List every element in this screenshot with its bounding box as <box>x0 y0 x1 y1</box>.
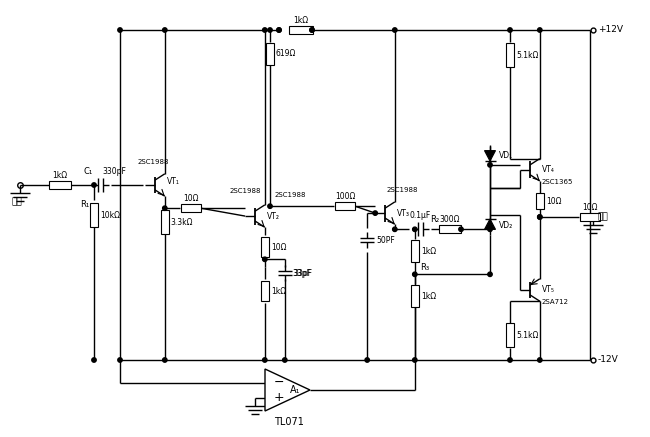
Circle shape <box>373 211 378 215</box>
Circle shape <box>413 358 417 362</box>
Text: 330pF: 330pF <box>102 167 126 176</box>
Circle shape <box>92 358 96 362</box>
Text: VD₁: VD₁ <box>499 150 513 160</box>
Polygon shape <box>484 151 495 161</box>
Polygon shape <box>265 369 310 411</box>
Circle shape <box>268 28 272 32</box>
Bar <box>181 204 201 212</box>
Circle shape <box>263 257 267 261</box>
Text: VT₁: VT₁ <box>167 177 179 187</box>
Circle shape <box>413 227 417 232</box>
Text: 10kΩ: 10kΩ <box>100 211 120 219</box>
Bar <box>90 203 98 227</box>
Circle shape <box>508 28 512 32</box>
Text: TL071: TL071 <box>274 417 304 427</box>
Circle shape <box>283 358 287 362</box>
Circle shape <box>263 358 267 362</box>
Bar <box>411 285 419 307</box>
Circle shape <box>488 163 492 167</box>
Circle shape <box>118 28 122 32</box>
Text: 619Ω: 619Ω <box>276 49 296 59</box>
Text: 输入: 输入 <box>12 197 22 206</box>
Circle shape <box>268 204 272 208</box>
Circle shape <box>538 215 542 219</box>
Text: 1kΩ: 1kΩ <box>271 287 286 296</box>
Text: C₁: C₁ <box>84 167 93 176</box>
Text: A₁: A₁ <box>290 385 300 395</box>
Text: 5.1kΩ: 5.1kΩ <box>516 51 538 59</box>
Circle shape <box>92 183 96 187</box>
Circle shape <box>277 28 281 32</box>
Circle shape <box>277 28 281 32</box>
Circle shape <box>162 206 167 210</box>
Text: VT₅: VT₅ <box>542 285 555 295</box>
Text: 2SC1988: 2SC1988 <box>275 192 307 198</box>
Text: 0.1μF: 0.1μF <box>410 212 430 220</box>
Text: 100Ω: 100Ω <box>335 192 355 201</box>
Text: VT₄: VT₄ <box>542 165 554 174</box>
Bar <box>506 43 514 67</box>
Polygon shape <box>484 219 495 229</box>
Circle shape <box>538 28 542 32</box>
Bar <box>335 202 355 210</box>
Text: +12V: +12V <box>598 25 623 35</box>
Bar <box>289 26 313 34</box>
Circle shape <box>488 227 492 232</box>
Bar <box>161 210 169 234</box>
Text: 输出: 输出 <box>598 212 609 222</box>
Text: R₃: R₃ <box>420 264 429 272</box>
Text: 2SC1365: 2SC1365 <box>542 179 573 185</box>
Circle shape <box>162 28 167 32</box>
Text: 1kΩ: 1kΩ <box>421 247 436 256</box>
Text: 5.1kΩ: 5.1kΩ <box>516 330 538 340</box>
Bar <box>49 181 71 189</box>
Circle shape <box>538 358 542 362</box>
Circle shape <box>508 358 512 362</box>
Text: R₁: R₁ <box>80 200 89 209</box>
Text: 2SC1988: 2SC1988 <box>387 187 419 193</box>
Bar <box>411 240 419 262</box>
Text: VT₂: VT₂ <box>266 212 280 221</box>
Text: -12V: -12V <box>598 356 619 364</box>
Text: 10Ω: 10Ω <box>582 203 598 212</box>
Text: 1kΩ: 1kΩ <box>53 171 68 180</box>
Bar <box>506 323 514 347</box>
Text: 10Ω: 10Ω <box>271 243 286 252</box>
Text: VD₂: VD₂ <box>499 221 513 229</box>
Bar <box>580 213 600 221</box>
Text: 3.3kΩ: 3.3kΩ <box>171 218 193 227</box>
Circle shape <box>488 272 492 277</box>
Circle shape <box>162 358 167 362</box>
Text: +: + <box>273 391 284 404</box>
Text: 2SA712: 2SA712 <box>542 299 569 305</box>
Circle shape <box>393 28 397 32</box>
Bar <box>439 225 461 233</box>
Text: 300Ω: 300Ω <box>440 215 460 224</box>
Bar <box>261 281 269 301</box>
Text: 50PF: 50PF <box>376 236 395 245</box>
Text: 1kΩ: 1kΩ <box>421 292 436 301</box>
Text: VT₃: VT₃ <box>396 208 410 218</box>
Text: 10Ω: 10Ω <box>546 197 562 205</box>
Circle shape <box>365 358 369 362</box>
Bar <box>266 43 274 65</box>
Text: −: − <box>273 376 284 389</box>
Circle shape <box>263 28 267 32</box>
Circle shape <box>310 28 314 32</box>
Circle shape <box>310 28 314 32</box>
Circle shape <box>538 215 542 219</box>
Text: 33pF: 33pF <box>292 269 312 278</box>
Bar <box>536 193 544 209</box>
Text: 10Ω: 10Ω <box>183 194 198 203</box>
Text: 1kΩ: 1kΩ <box>293 16 309 25</box>
Text: R₂: R₂ <box>430 215 439 224</box>
Text: 33pF: 33pF <box>294 269 313 278</box>
Text: 2SC1988: 2SC1988 <box>137 159 169 165</box>
Circle shape <box>459 227 463 232</box>
Bar <box>261 237 269 257</box>
Circle shape <box>393 227 397 232</box>
Text: 2SC1988: 2SC1988 <box>229 188 261 194</box>
Circle shape <box>118 358 122 362</box>
Circle shape <box>413 272 417 277</box>
